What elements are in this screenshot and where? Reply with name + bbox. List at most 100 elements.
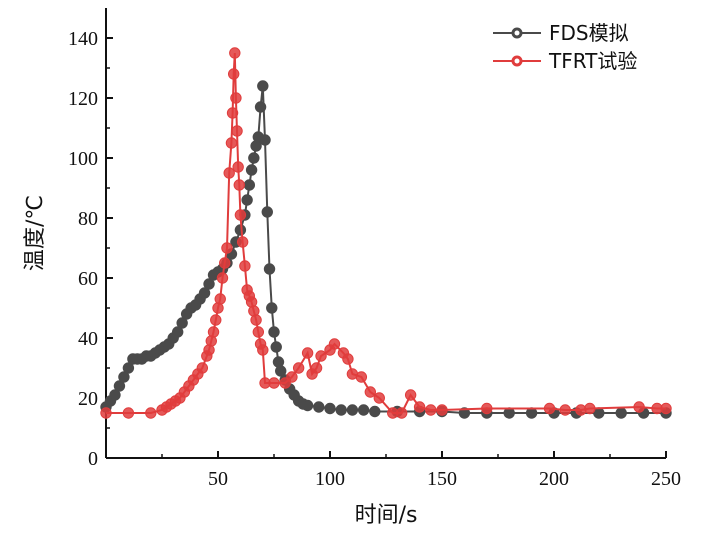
series-layer (100, 47, 672, 419)
data-point (328, 338, 341, 350)
data-point (301, 399, 314, 412)
data-point (355, 371, 368, 383)
series-fds (100, 80, 672, 419)
data-point (395, 407, 408, 419)
data-point (252, 326, 265, 338)
data-point (232, 161, 244, 173)
x-tick-label: 50 (208, 468, 228, 490)
data-point (226, 107, 239, 119)
data-point (270, 341, 282, 353)
series-line (105, 85, 666, 414)
x-tick-label: 100 (315, 468, 345, 490)
y-tick-label: 40 (78, 328, 98, 350)
data-point (436, 404, 448, 416)
data-point (543, 402, 556, 415)
data-point (559, 404, 571, 416)
axes: 0 20 40 60 80 100 120 140 50 100 150 200 250 (68, 8, 681, 490)
data-point (268, 377, 280, 389)
legend-marker-center (514, 58, 520, 64)
data-point (196, 362, 209, 374)
data-point (324, 402, 336, 415)
data-point (233, 179, 245, 191)
y-tick-label: 80 (78, 208, 98, 230)
data-point (231, 125, 243, 137)
data-point (373, 392, 385, 404)
data-point (198, 287, 211, 299)
data-point (425, 404, 437, 416)
legend-label: TFRT试验 (548, 49, 637, 73)
data-point (335, 404, 347, 416)
data-point (176, 317, 188, 329)
data-point (369, 405, 381, 418)
data-point (227, 68, 240, 80)
data-point (203, 278, 215, 290)
data-point (268, 326, 280, 338)
data-point (266, 302, 278, 314)
data-point (286, 371, 298, 383)
data-point (357, 404, 370, 416)
x-tick-label: 150 (427, 468, 457, 490)
data-point (301, 347, 314, 359)
y-tick-label: 0 (88, 448, 98, 470)
data-point (259, 134, 271, 146)
data-point (230, 92, 242, 104)
data-point (241, 194, 253, 206)
data-point (225, 137, 238, 149)
data-point (263, 263, 276, 275)
data-point (315, 350, 327, 362)
data-point (584, 402, 596, 415)
data-point (109, 389, 121, 401)
data-point (481, 402, 493, 415)
data-point (122, 407, 135, 419)
y-tick-label: 140 (68, 28, 98, 50)
data-point (219, 257, 231, 269)
data-point (257, 80, 269, 92)
data-point (458, 407, 471, 419)
data-point (113, 380, 126, 392)
data-point (210, 314, 222, 326)
data-point (275, 365, 287, 377)
data-point (223, 167, 235, 179)
data-point (245, 164, 258, 176)
data-point (254, 101, 267, 113)
data-point (248, 152, 260, 164)
legend-label: FDS模拟 (549, 21, 629, 45)
x-tick-label: 200 (539, 468, 569, 490)
data-point (633, 401, 645, 413)
data-point (118, 371, 130, 383)
data-point (171, 326, 184, 338)
y-axis-label: 温度/℃ (23, 195, 48, 271)
series-line (106, 52, 666, 414)
y-tick-label: 20 (78, 388, 98, 410)
data-point (413, 401, 426, 413)
data-point (100, 407, 112, 419)
data-point (221, 242, 233, 254)
data-point (243, 179, 256, 191)
data-point (250, 314, 262, 326)
x-tick-label: 250 (651, 468, 681, 490)
data-point (615, 407, 627, 419)
data-point (239, 260, 251, 272)
data-point (342, 353, 354, 365)
data-point (346, 404, 359, 416)
data-point (122, 362, 135, 374)
data-point (364, 386, 377, 398)
data-point (313, 401, 325, 413)
data-point (257, 344, 269, 356)
data-point (261, 206, 273, 218)
series-tfrt (100, 47, 672, 419)
legend: FDS模拟 TFRT试验 (493, 21, 637, 73)
x-axis-label: 时间/s (355, 503, 418, 528)
data-point (236, 236, 249, 248)
data-point (404, 389, 417, 401)
data-point (310, 362, 323, 374)
y-tick-label: 120 (68, 88, 98, 110)
data-point (234, 209, 247, 221)
legend-marker-center (514, 30, 520, 36)
data-point (292, 362, 305, 374)
data-point (216, 272, 229, 284)
data-point (214, 293, 226, 305)
y-tick-label: 60 (78, 268, 98, 290)
data-point (207, 326, 220, 338)
